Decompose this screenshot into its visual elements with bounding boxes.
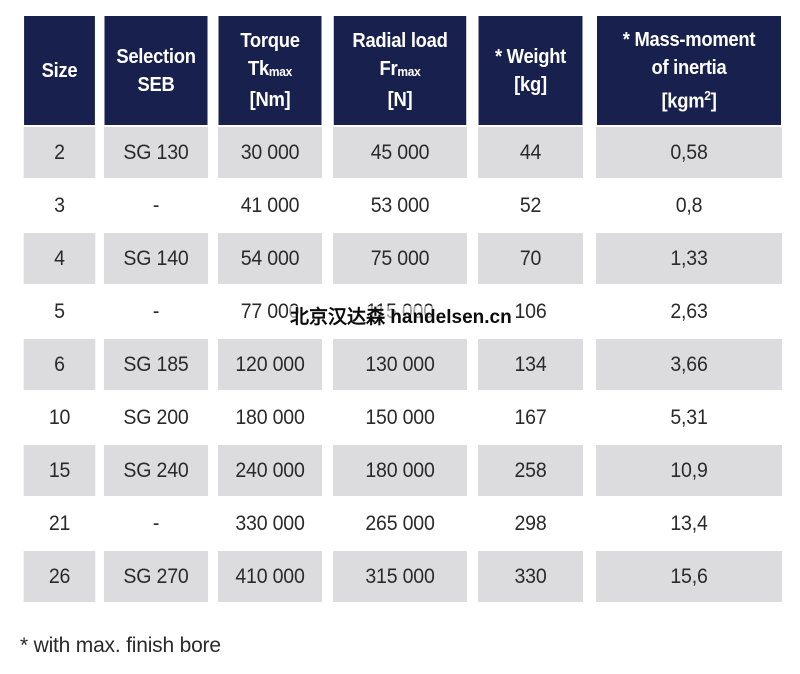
table-row: 6 SG 185 120 000 130 000 134 3,66 [21, 339, 789, 390]
cell-weight: 134 [477, 339, 584, 390]
cell-radial-load: 150 000 [333, 392, 467, 443]
footnote: * with max. finish bore [20, 634, 221, 657]
header-radial-load: Radial load Frmax [N] [333, 16, 467, 125]
cell-mass-moment: 10,9 [596, 445, 782, 496]
cell-selection: SG 140 [103, 233, 209, 284]
cell-selection: - [103, 286, 209, 337]
cell-torque: 41 000 [217, 180, 323, 231]
cell-selection: - [103, 498, 209, 549]
cell-size: 3 [23, 180, 96, 231]
cell-weight: 330 [477, 551, 584, 602]
table-row: 26 SG 270 410 000 315 000 330 15,6 [21, 551, 789, 602]
cell-radial-load: 45 000 [333, 127, 467, 178]
cell-size: 10 [23, 392, 96, 443]
cell-radial-load: 180 000 [333, 445, 467, 496]
cell-size: 6 [23, 339, 96, 390]
cell-size: 2 [23, 127, 96, 178]
header-weight: * Weight [kg] [478, 16, 583, 125]
cell-mass-moment: 1,33 [596, 233, 782, 284]
table-row: 3-41 000 53 000 52 0,8 [21, 180, 789, 231]
header-torque: Torque Tkmax [Nm] [218, 16, 322, 125]
table-row: 21-330 000 265 000 298 13,4 [21, 498, 789, 549]
table-row: 4 SG 140 54 000 75 000 70 1,33 [21, 233, 789, 284]
cell-radial-load: 130 000 [333, 339, 467, 390]
watermark: 北京汉达森 handelsen.cn [288, 306, 514, 330]
cell-selection: - [103, 180, 209, 231]
table-row: 15 SG 240 240 000 180 000 258 10,9 [21, 445, 789, 496]
cell-radial-load: 53 000 [333, 180, 467, 231]
cell-mass-moment: 3,66 [596, 339, 782, 390]
cell-weight: 52 [477, 180, 584, 231]
cell-radial-load: 75 000 [333, 233, 467, 284]
cell-weight: 258 [477, 445, 584, 496]
cell-selection: SG 200 [103, 392, 209, 443]
cell-torque: 180 000 [217, 392, 323, 443]
cell-mass-moment: 13,4 [596, 498, 782, 549]
cell-size: 26 [23, 551, 96, 602]
header-size: Size [24, 16, 95, 125]
cell-weight: 44 [477, 127, 584, 178]
cell-radial-load: 265 000 [333, 498, 467, 549]
cell-torque: 330 000 [217, 498, 323, 549]
cell-size: 5 [23, 286, 96, 337]
cell-selection: SG 185 [103, 339, 209, 390]
cell-weight: 167 [477, 392, 584, 443]
cell-mass-moment: 0,58 [596, 127, 782, 178]
cell-torque: 120 000 [217, 339, 323, 390]
cell-weight: 298 [477, 498, 584, 549]
cell-selection: SG 240 [103, 445, 209, 496]
cell-selection: SG 130 [103, 127, 209, 178]
cell-weight: 70 [477, 233, 584, 284]
cell-size: 15 [23, 445, 96, 496]
cell-torque: 240 000 [217, 445, 323, 496]
cell-selection: SG 270 [103, 551, 209, 602]
header-mass-moment: * Mass-moment of inertia [kgm2] [597, 16, 781, 125]
cell-size: 21 [23, 498, 96, 549]
table-row: 2 SG 130 30 000 45 000 44 0,58 [21, 127, 789, 178]
table-body: 2 SG 130 30 000 45 000 44 0,58 3-41 000 53 000 5… [21, 127, 789, 602]
cell-mass-moment: 15,6 [596, 551, 782, 602]
header-selection: Selection SEB [104, 16, 208, 125]
cell-mass-moment: 0,8 [596, 180, 782, 231]
cell-mass-moment: 5,31 [596, 392, 782, 443]
cell-mass-moment: 2,63 [596, 286, 782, 337]
cell-torque: 410 000 [217, 551, 323, 602]
cell-torque: 54 000 [217, 233, 323, 284]
cell-radial-load: 315 000 [333, 551, 467, 602]
cell-size: 4 [23, 233, 96, 284]
header-row: Size Selection SEB Torque Tkmax [Nm] Rad… [21, 16, 789, 125]
table-row: 10 SG 200 180 000 150 000 167 5,31 [21, 392, 789, 443]
cell-torque: 30 000 [217, 127, 323, 178]
